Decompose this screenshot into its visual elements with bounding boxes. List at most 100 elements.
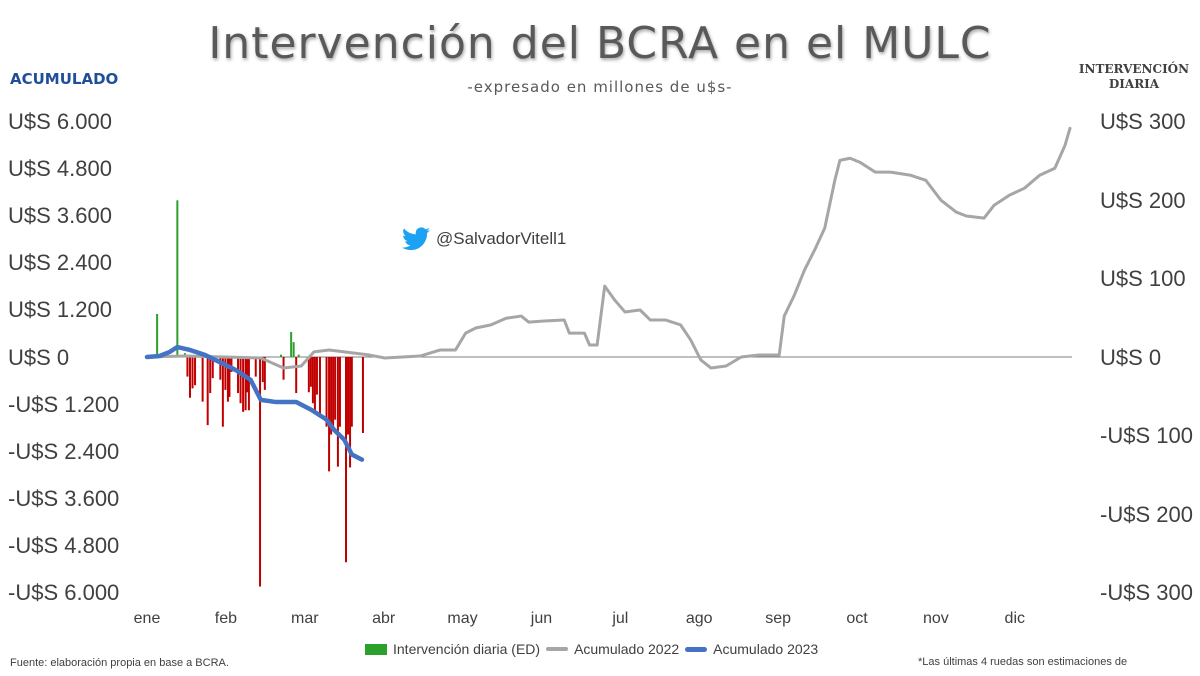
- month-tick: dic: [1004, 610, 1025, 627]
- daily-bar: [237, 357, 240, 394]
- left-axis-tick: U$S 4.800: [8, 156, 112, 182]
- right-axis-tick: U$S 100: [1100, 266, 1186, 291]
- left-axis-tick: U$S 6.000: [8, 109, 112, 134]
- daily-bar: [309, 357, 312, 387]
- daily-bar: [347, 357, 350, 435]
- legend-label-daily: Intervención diaria (ED): [393, 641, 541, 657]
- legend-swatch-2023: [685, 646, 708, 652]
- right-axis-tick: U$S 200: [1100, 187, 1186, 213]
- footnote: *Las últimas 4 ruedas son estimaciones d…: [918, 656, 1128, 668]
- daily-bar: [263, 357, 266, 390]
- twitter-bird-icon: [402, 227, 430, 251]
- line-acumulado-2023: [144, 344, 365, 462]
- daily-bar: [239, 357, 242, 404]
- daily-bar: [228, 357, 231, 397]
- twitter-handle: @SalvadorVitell1: [402, 226, 566, 252]
- month-tick: jul: [612, 610, 629, 627]
- month-tick: sep: [765, 610, 792, 627]
- daily-bar: [242, 357, 245, 412]
- daily-bar: [318, 357, 321, 417]
- daily-bar: [336, 357, 339, 467]
- left-axis-tick: -U$S 3.600: [8, 485, 120, 511]
- daily-bar: [328, 357, 331, 472]
- daily-bar: [219, 357, 222, 380]
- legend: Intervención diaria (ED) Acumulado 2022 …: [365, 641, 818, 657]
- daily-bar: [246, 357, 249, 393]
- month-tick: jun: [530, 610, 553, 627]
- month-tick: may: [447, 610, 478, 627]
- daily-bar: [201, 357, 204, 402]
- month-tick: abr: [372, 610, 396, 627]
- daily-bar: [226, 357, 229, 402]
- daily-bar: [191, 357, 194, 389]
- daily-bar: [290, 331, 293, 357]
- daily-bar: [325, 357, 328, 427]
- left-axis-tick: U$S 0: [8, 344, 70, 370]
- daily-bar: [361, 357, 364, 433]
- daily-bar: [247, 357, 250, 411]
- right-axis-tick: -U$S 200: [1100, 501, 1193, 527]
- daily-bar: [332, 357, 335, 430]
- line-acumulado-2022: [145, 126, 1072, 370]
- daily-bar: [345, 357, 348, 563]
- left-axis-tick: -U$S 6.000: [8, 580, 120, 605]
- left-axis-tick: U$S 3.600: [8, 203, 112, 229]
- daily-bar: [259, 357, 262, 587]
- right-axis-tick: -U$S 300: [1100, 580, 1193, 605]
- legend-swatch-daily: [365, 643, 387, 655]
- left-axis-tick: -U$S 1.200: [8, 391, 120, 417]
- right-axis-tick: -U$S 100: [1100, 423, 1193, 448]
- daily-bar: [295, 357, 298, 394]
- daily-bar: [224, 357, 227, 390]
- daily-bar: [206, 357, 209, 426]
- daily-bar: [261, 357, 264, 383]
- left-axis-tick: U$S 2.400: [8, 250, 112, 276]
- legend-label-2023: Acumulado 2023: [713, 641, 819, 657]
- right-axis-title: INTERVENCIÓN DIARIA: [1078, 62, 1190, 91]
- daily-bar: [254, 357, 257, 377]
- month-tick: oct: [846, 610, 868, 627]
- daily-bar: [292, 342, 295, 357]
- legend-label-2022: Acumulado 2022: [574, 641, 680, 657]
- left-axis-tick: -U$S 2.400: [8, 438, 120, 464]
- daily-bar: [315, 357, 318, 395]
- daily-bar: [186, 357, 189, 377]
- month-tick: mar: [290, 610, 319, 627]
- right-axis-tick: U$S 0: [1100, 344, 1162, 370]
- daily-bar: [156, 313, 159, 357]
- daily-bar: [338, 357, 341, 427]
- twitter-handle-text: @SalvadorVitell1: [436, 229, 567, 248]
- month-tick: ene: [133, 610, 161, 627]
- left-axis-tick: -U$S 4.800: [8, 532, 120, 558]
- accumulated-lines: [144, 126, 1072, 462]
- daily-bar: [330, 357, 333, 435]
- daily-bar: [311, 357, 314, 404]
- daily-bar: [176, 200, 179, 357]
- daily-bar: [244, 357, 247, 411]
- daily-bar: [194, 357, 197, 386]
- daily-bar: [211, 357, 214, 379]
- chart-title: Intervención del BCRA en el MULC: [208, 18, 992, 69]
- month-tick: feb: [214, 610, 237, 627]
- daily-bar: [334, 357, 337, 420]
- daily-bar: [350, 357, 353, 427]
- daily-bars: [156, 200, 364, 587]
- daily-bar: [221, 357, 224, 427]
- daily-bar: [209, 357, 212, 394]
- daily-bar: [297, 354, 300, 357]
- chart-subtitle: -expresado en millones de u$s-: [467, 78, 733, 96]
- month-tick: nov: [922, 610, 949, 627]
- daily-bar: [188, 357, 191, 398]
- daily-bar: [307, 357, 310, 393]
- legend-swatch-2022: [546, 647, 569, 651]
- source-note: Fuente: elaboración propia en base a BCR…: [10, 657, 229, 669]
- month-tick: ago: [685, 610, 713, 627]
- left-axis-tick: U$S 1.200: [8, 297, 112, 323]
- daily-bar: [280, 354, 283, 357]
- left-axis-title: ACUMULADO: [10, 70, 119, 88]
- daily-bar: [313, 357, 316, 412]
- daily-bar: [349, 357, 352, 468]
- daily-bar: [230, 357, 233, 372]
- right-axis-tick: U$S 300: [1100, 109, 1186, 134]
